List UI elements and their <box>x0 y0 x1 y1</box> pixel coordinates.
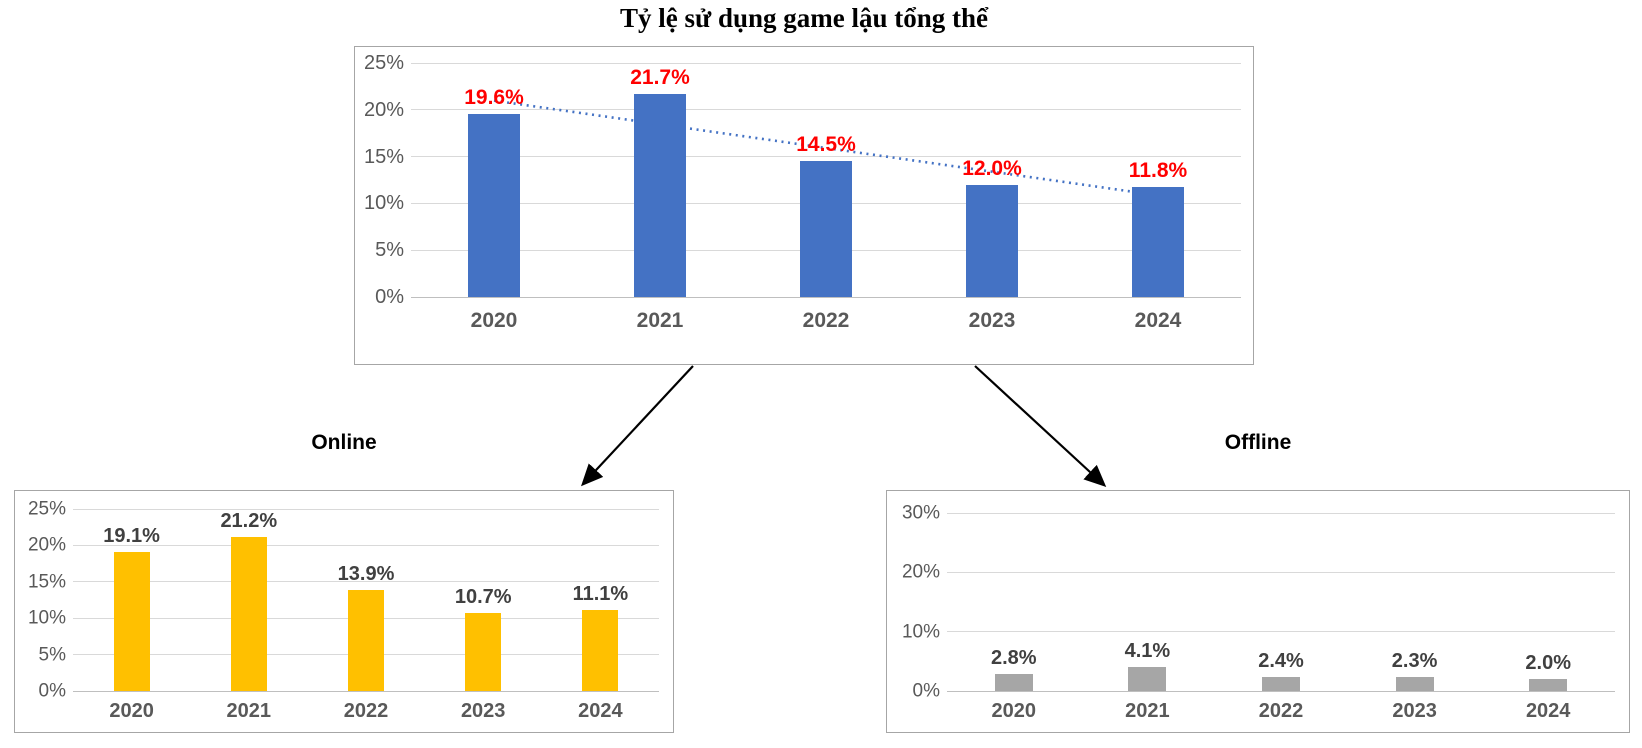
value-label-2023: 10.7% <box>454 586 512 609</box>
bar-2020 <box>468 113 520 297</box>
value-label-2021: 21.7% <box>630 65 690 89</box>
offline-x-axis: 2020 2021 2022 2023 2024 <box>947 701 1615 727</box>
online-plot-area: 19.1% 21.2% 13.9% 10.7% 11.1% <box>73 508 659 692</box>
x-category-label-2024: 2024 <box>1134 309 1182 332</box>
x-category-label-2023: 2023 <box>460 700 506 722</box>
bar-2022 <box>1262 676 1300 691</box>
value-label-2024: 11.8% <box>1128 158 1188 182</box>
x-category-label-2024: 2024 <box>578 700 623 722</box>
gridline-20 <box>73 544 659 546</box>
online-chart-title: Online <box>311 431 377 454</box>
bar-2021 <box>1128 666 1167 691</box>
bar-2023 <box>966 184 1018 297</box>
bar-2023 <box>465 613 502 691</box>
x-category-label-2022: 2022 <box>343 700 389 722</box>
x-category-label-2020: 2020 <box>109 700 154 722</box>
bar-2022 <box>800 161 852 297</box>
bar-2024 <box>1529 679 1568 691</box>
bar-2021 <box>634 93 686 297</box>
y-tick-label: 0% <box>375 286 404 308</box>
gridline-25 <box>73 508 659 510</box>
x-category-label-2023: 2023 <box>968 309 1016 332</box>
y-tick-label: 0% <box>912 680 940 702</box>
gridline-30 <box>947 512 1615 514</box>
y-tick-label: 10% <box>901 621 940 643</box>
online-chart-panel: 0% 5% 10% 15% 20% 25% 19.1% 21.2% 13.9% 10.7% 11.… <box>14 490 674 733</box>
value-label-2021: 4.1% <box>1124 639 1171 662</box>
y-tick-label: 20% <box>901 561 940 583</box>
overall-plot-area: 19.6% 21.7% 14.5% 12.0% 11.8% <box>411 62 1241 298</box>
gridline-20 <box>947 571 1615 573</box>
x-category-label-2022: 2022 <box>802 309 850 332</box>
value-label-2020: 19.6% <box>464 85 524 109</box>
overall-y-axis: 0% 5% 10% 15% 20% 25% <box>355 53 404 307</box>
y-tick-label: 25% <box>363 52 404 74</box>
value-label-2020: 19.1% <box>103 524 160 547</box>
x-category-label-2021: 2021 <box>1125 700 1170 722</box>
gridline-20 <box>411 109 1241 111</box>
x-category-label-2021: 2021 <box>226 700 272 722</box>
value-label-2023: 2.3% <box>1391 650 1438 673</box>
y-tick-label: 20% <box>27 534 66 556</box>
bar-2024 <box>1132 186 1184 297</box>
overall-x-axis: 2020 2021 2022 2023 2024 <box>411 310 1241 336</box>
overall-chart-title: Tỷ lệ sử dụng game lậu tổng thể <box>620 3 988 33</box>
offline-y-axis: 0% 10% 20% 30% <box>887 504 940 701</box>
gridline-25 <box>411 62 1241 64</box>
gridline-0 <box>73 690 659 692</box>
value-label-2022: 13.9% <box>337 562 395 585</box>
offline-chart-panel: 0% 10% 20% 30% 2.8% 4.1% 2.4% 2.3% 2.0% 2020 202… <box>886 490 1630 733</box>
bar-2021 <box>230 536 267 691</box>
y-tick-label: 5% <box>38 644 66 666</box>
bar-2024 <box>582 610 619 691</box>
overall-chart-panel: 0% 5% 10% 15% 20% 25% 19.6% 21.7% 14.5% 12.0% 11.… <box>354 46 1254 365</box>
value-label-2020: 2.8% <box>991 647 1037 670</box>
gridline-15 <box>73 581 659 583</box>
bar-2022 <box>348 589 384 691</box>
offline-chart-title: Offline <box>1224 431 1292 454</box>
bar-2020 <box>113 551 150 691</box>
gridline-10 <box>947 631 1615 633</box>
bar-2023 <box>1395 677 1434 691</box>
x-category-label-2020: 2020 <box>470 309 518 332</box>
y-tick-label: 10% <box>27 607 66 629</box>
x-category-label-2021: 2021 <box>636 309 684 332</box>
bar-2020 <box>994 674 1033 691</box>
y-tick-label: 15% <box>363 145 404 168</box>
x-category-label-2020: 2020 <box>991 700 1037 722</box>
y-tick-label: 0% <box>38 680 66 702</box>
value-label-2022: 14.5% <box>796 133 856 157</box>
y-tick-label: 20% <box>363 98 404 121</box>
y-tick-label: 15% <box>27 571 66 593</box>
y-tick-label: 10% <box>363 192 404 215</box>
offline-plot-area: 2.8% 4.1% 2.4% 2.3% 2.0% <box>947 512 1615 692</box>
online-y-axis: 0% 5% 10% 15% 20% 25% <box>15 500 66 701</box>
y-tick-label: 5% <box>375 239 404 262</box>
value-label-2024: 11.1% <box>572 583 629 606</box>
arrow-overall-to-online <box>581 365 694 487</box>
x-category-label-2024: 2024 <box>1525 700 1571 722</box>
y-tick-label: 30% <box>901 502 940 524</box>
value-label-2021: 21.2% <box>220 509 278 532</box>
gridline-0 <box>947 690 1615 692</box>
value-label-2024: 2.0% <box>1525 652 1571 675</box>
x-category-label-2022: 2022 <box>1258 700 1304 722</box>
value-label-2022: 2.4% <box>1258 649 1304 672</box>
x-category-label-2023: 2023 <box>1392 700 1437 722</box>
y-tick-label: 25% <box>27 498 66 520</box>
value-label-2023: 12.0% <box>962 156 1022 180</box>
online-x-axis: 2020 2021 2022 2023 2024 <box>73 701 659 727</box>
gridline-0 <box>411 296 1241 298</box>
arrow-overall-to-offline <box>974 365 1107 487</box>
